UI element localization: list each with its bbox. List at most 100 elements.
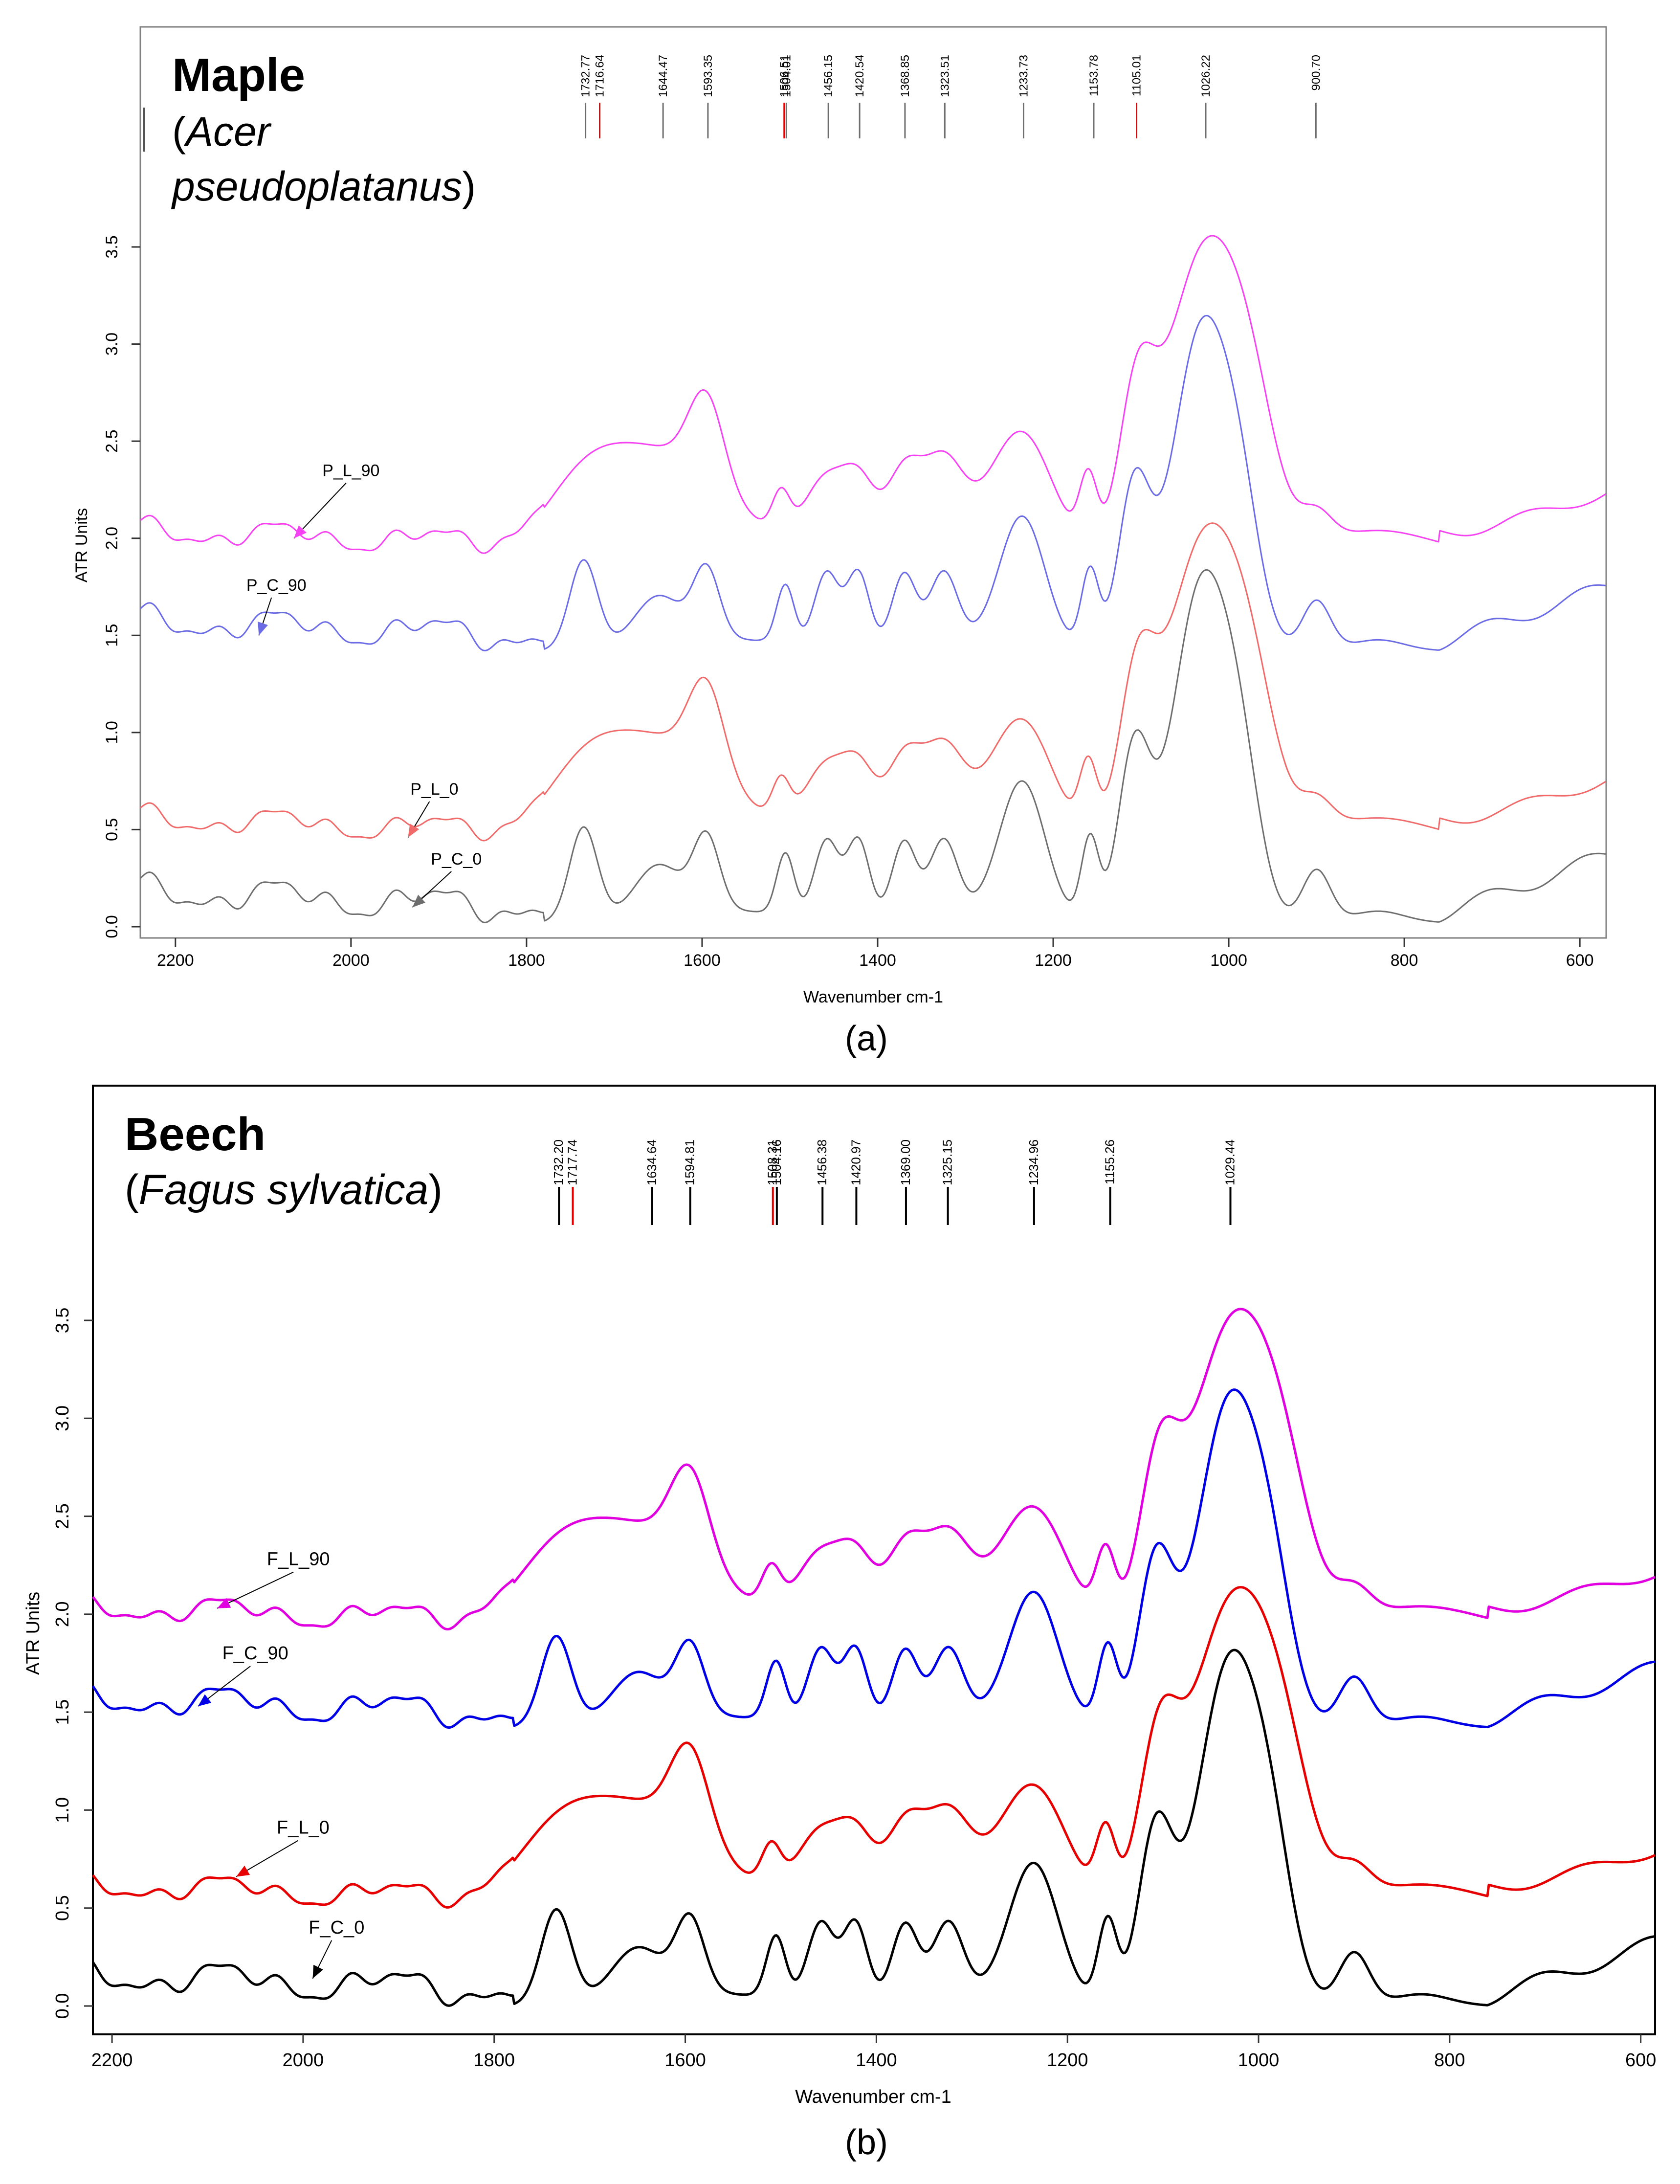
plot-frame-a xyxy=(139,26,1607,939)
peak-label-1644.47: 1644.47 xyxy=(657,55,670,97)
series-line-F_L_0 xyxy=(92,1586,1656,1909)
series-line-P_C_90 xyxy=(139,314,1606,651)
y-tick-label-0.5: 0.5 xyxy=(103,818,121,841)
x-tick-label-600: 600 xyxy=(1625,2050,1656,2071)
annotation-arrowhead-P_C_90 xyxy=(258,622,268,636)
x-tick-label-2000: 2000 xyxy=(283,2050,324,2071)
panel-caption-b: (b) xyxy=(845,2123,888,2162)
chart-subtitle-b: (Fagus sylvatica) xyxy=(125,1166,442,1213)
peak-label-1593.35: 1593.35 xyxy=(702,55,715,97)
x-tick-label-1600: 1600 xyxy=(684,951,721,970)
y-tick-label-2.5: 2.5 xyxy=(103,430,121,453)
series-label-P_L_90: P_L_90 xyxy=(322,462,379,480)
series-line-F_C_0 xyxy=(91,1649,1656,2007)
series-group-b xyxy=(91,1308,1656,2007)
x-tick-label-1000: 1000 xyxy=(1238,2050,1280,2071)
peak-markers-a: 1732.77 1716.64 1644.47 1593.35 1506.511504.… xyxy=(579,55,1323,138)
y-tick-label-3: 3.0 xyxy=(103,333,121,356)
plot-frame-b xyxy=(92,1085,1656,2035)
peak-label-1029.44: 1029.44 xyxy=(1223,1139,1238,1185)
y-tick-label-2: 2.0 xyxy=(103,527,121,550)
x-tick-label-1400: 1400 xyxy=(859,951,896,970)
y-axis-b: 0.0 0.5 1.0 1.5 2.0 2.5 3.0 3.5 xyxy=(52,1308,93,2019)
series-annotations-a: P_L_90 P_C_90 P_L_0 P_C_0 xyxy=(246,462,482,908)
series-line-F_L_90 xyxy=(92,1308,1656,1630)
peak-label-1456.15: 1456.15 xyxy=(822,55,835,97)
y-tick-label-0.5: 0.5 xyxy=(52,1895,73,1921)
x-tick-label-600: 600 xyxy=(1566,951,1594,970)
peak-label-1508.31: 1508.31 xyxy=(765,1139,780,1185)
series-label-P_C_90: P_C_90 xyxy=(246,576,307,595)
series-label-P_L_0: P_L_0 xyxy=(410,780,458,799)
peak-label-1732.77: 1732.77 xyxy=(579,55,593,97)
x-tick-label-2200: 2200 xyxy=(157,951,194,970)
annotation-arrowhead-F_L_0 xyxy=(236,1866,250,1877)
peak-label-1155.26: 1155.26 xyxy=(1103,1139,1117,1184)
x-axis-label-b: Wavenumber cm-1 xyxy=(795,2087,951,2107)
peak-label-1634.64: 1634.64 xyxy=(644,1139,659,1185)
x-axis-b: 2200 2000 1800 1600 1400 1200 1000 800 600 xyxy=(91,2034,1656,2071)
x-axis-a: 2200 2000 1800 1600 1400 1200 1000 800 600 xyxy=(157,938,1594,970)
y-tick-label-0: 0.0 xyxy=(52,1993,73,2019)
x-tick-label-800: 800 xyxy=(1391,951,1418,970)
y-tick-label-2: 2.0 xyxy=(52,1601,73,1627)
x-tick-label-1000: 1000 xyxy=(1210,951,1247,970)
series-annotations-b: F_L_90 F_C_90 F_L_0 F_C_0 xyxy=(198,1549,364,1979)
y-tick-label-1: 1.0 xyxy=(103,721,121,744)
x-tick-label-1400: 1400 xyxy=(856,2050,897,2071)
peak-label-1504.16: 1504.16 xyxy=(769,1139,784,1185)
peak-label-1233.73: 1233.73 xyxy=(1017,55,1030,97)
series-group-a xyxy=(139,235,1606,923)
peak-label-1368.85: 1368.85 xyxy=(899,55,912,97)
annotation-line-F_L_90 xyxy=(217,1571,294,1609)
y-tick-label-1.5: 1.5 xyxy=(103,624,121,647)
peak-label-1506.51: 1506.51 xyxy=(778,55,791,97)
y-tick-label-1.5: 1.5 xyxy=(52,1699,73,1725)
y-tick-label-3.5: 3.5 xyxy=(52,1308,73,1334)
annotation-arrowhead-P_L_0 xyxy=(408,824,420,838)
series-line-F_C_90 xyxy=(91,1388,1656,1729)
peak-label-900.70: 900.70 xyxy=(1309,55,1323,90)
y-axis-label-a: ATR Units xyxy=(72,508,91,582)
annotation-arrowhead-P_L_90 xyxy=(294,525,307,538)
series-label-F_L_90: F_L_90 xyxy=(267,1549,330,1570)
peak-label-1323.51: 1323.51 xyxy=(938,55,951,97)
peak-label-1325.15: 1325.15 xyxy=(940,1139,955,1185)
x-axis-label-a: Wavenumber cm-1 xyxy=(803,988,943,1006)
y-tick-label-3.5: 3.5 xyxy=(103,235,121,258)
y-tick-label-1: 1.0 xyxy=(52,1797,73,1823)
panel-caption-a: (a) xyxy=(845,1019,888,1058)
chart-title-b: Beech xyxy=(125,1108,265,1160)
series-line-P_L_0 xyxy=(140,522,1606,842)
annotation-arrowhead-F_C_0 xyxy=(312,1964,323,1979)
chart-subtitle-a-line2: pseudoplatanus) xyxy=(171,163,476,209)
y-tick-label-2.5: 2.5 xyxy=(52,1503,73,1529)
series-label-F_C_0: F_C_0 xyxy=(309,1917,364,1938)
peak-label-1153.78: 1153.78 xyxy=(1087,55,1101,96)
x-tick-label-1200: 1200 xyxy=(1035,951,1072,970)
x-tick-label-2000: 2000 xyxy=(332,951,370,970)
series-line-P_L_90 xyxy=(140,235,1606,554)
peak-label-1105.01: 1105.01 xyxy=(1130,55,1144,96)
peak-label-1420.54: 1420.54 xyxy=(853,55,866,97)
peak-label-1717.74: 1717.74 xyxy=(565,1139,579,1185)
peak-label-1716.64: 1716.64 xyxy=(594,55,607,97)
series-label-P_C_0: P_C_0 xyxy=(431,850,482,869)
x-tick-label-1800: 1800 xyxy=(473,2050,515,2071)
x-tick-label-800: 800 xyxy=(1434,2050,1465,2071)
x-tick-label-1800: 1800 xyxy=(508,951,545,970)
chart-title-a: Maple xyxy=(172,49,305,101)
x-tick-label-1600: 1600 xyxy=(664,2050,706,2071)
chart-subtitle-a-line1: (Acer xyxy=(172,109,272,155)
peak-label-1504.01: 1504.01 xyxy=(780,55,793,97)
y-tick-label-3: 3.0 xyxy=(52,1405,73,1431)
peak-label-1420.97: 1420.97 xyxy=(848,1139,863,1185)
annotation-arrowhead-F_L_90 xyxy=(217,1598,231,1608)
annotation-arrowhead-P_C_0 xyxy=(412,894,426,908)
series-line-P_C_0 xyxy=(139,569,1606,923)
peak-label-1026.22: 1026.22 xyxy=(1199,55,1213,97)
y-tick-label-0: 0.0 xyxy=(103,915,121,938)
peak-label-1732.20: 1732.20 xyxy=(551,1139,566,1185)
